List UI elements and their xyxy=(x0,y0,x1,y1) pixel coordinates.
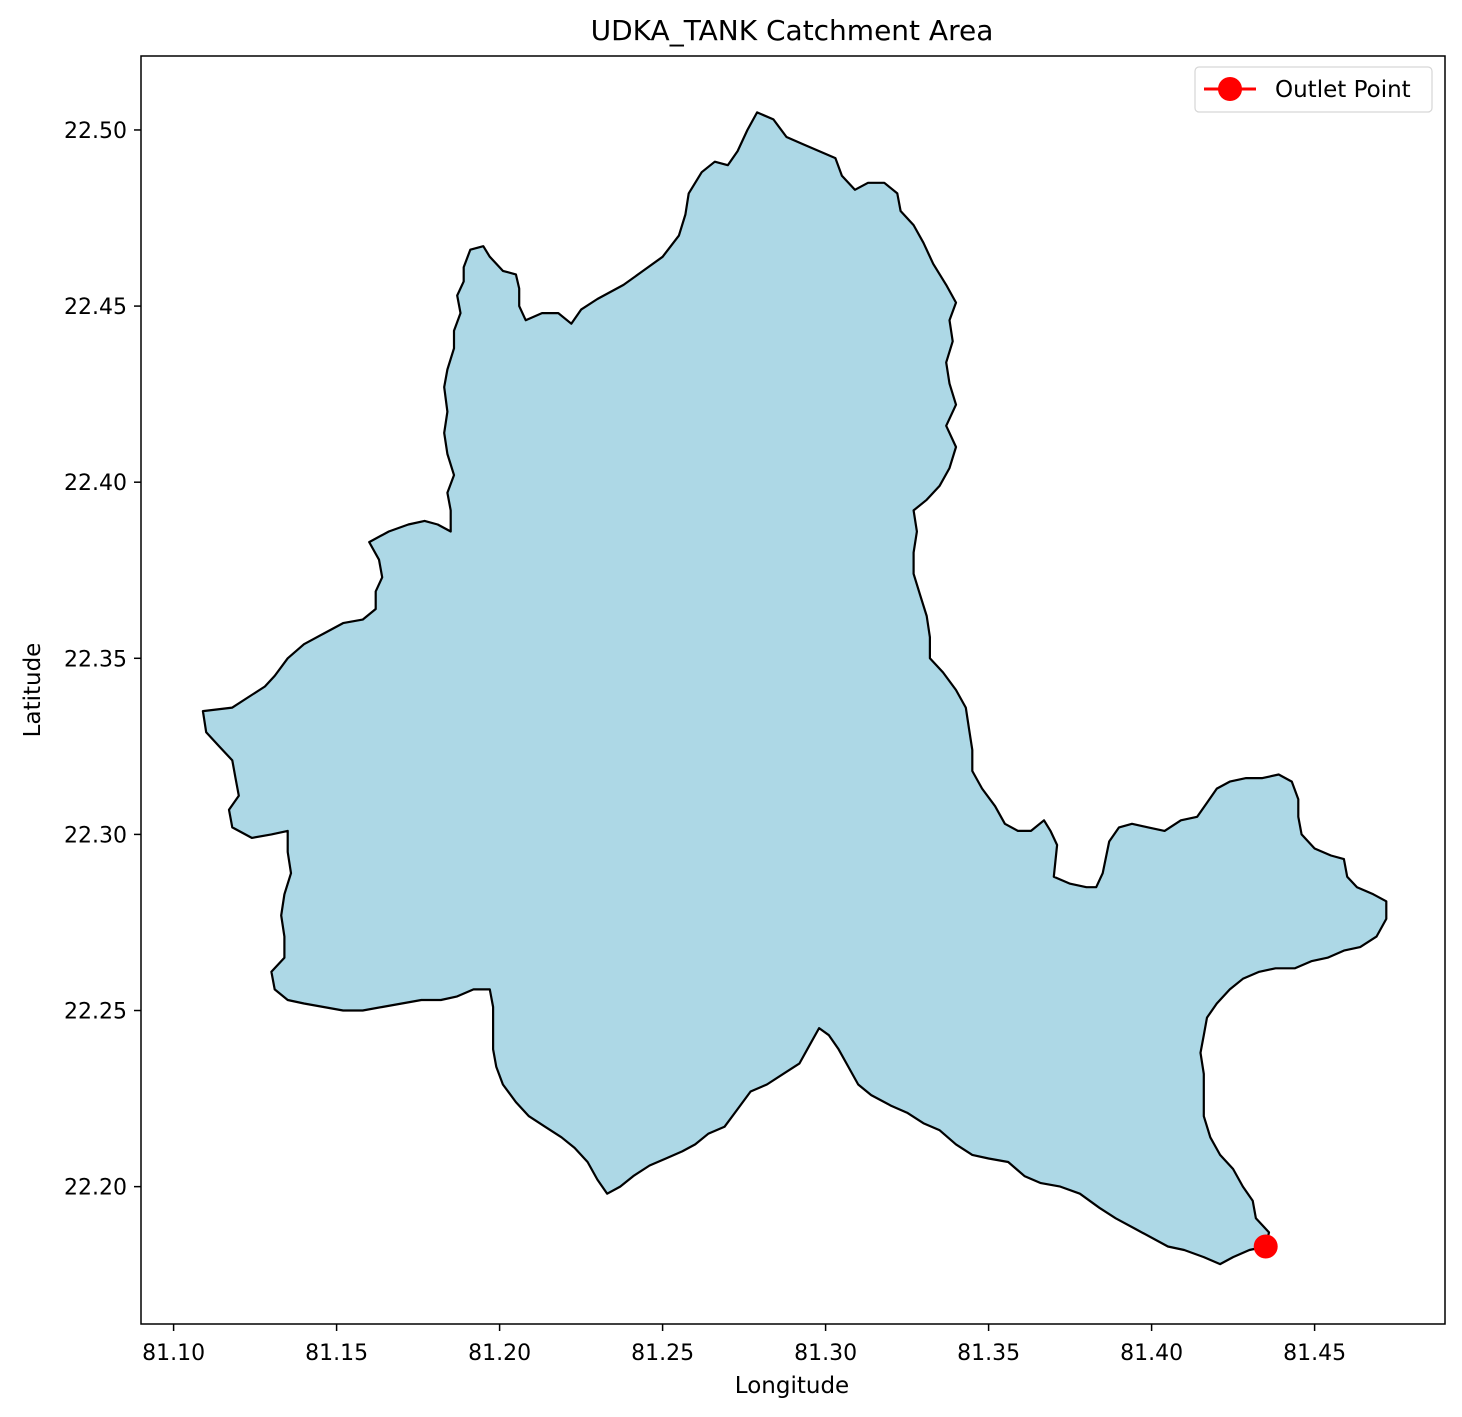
x-axis: 81.10 81.15 81.20 81.25 81.30 81.35 81.40 81.45 xyxy=(142,1324,1346,1366)
x-tick-label: 81.30 xyxy=(794,1341,857,1366)
x-axis-label: Longitude xyxy=(735,1373,849,1399)
x-tick-label: 81.15 xyxy=(305,1341,368,1366)
map-title: UDKA_TANK Catchment Area xyxy=(591,14,994,47)
y-tick-label: 22.45 xyxy=(64,295,127,320)
x-tick-label: 81.45 xyxy=(1283,1341,1346,1366)
legend-marker-icon xyxy=(1218,77,1242,101)
x-tick-label: 81.35 xyxy=(957,1341,1020,1366)
y-axis: 22.20 22.25 22.30 22.35 22.40 22.45 22.50 xyxy=(64,119,141,1201)
catchment-polygon xyxy=(201,111,1388,1266)
x-tick-label: 81.40 xyxy=(1120,1341,1183,1366)
y-tick-label: 22.50 xyxy=(64,119,127,144)
y-axis-label: Latitude xyxy=(20,643,46,738)
y-tick-label: 22.30 xyxy=(64,823,127,848)
legend-box xyxy=(1194,66,1433,113)
x-tick-label: 81.25 xyxy=(631,1341,694,1366)
y-tick-label: 22.20 xyxy=(64,1176,127,1201)
y-tick-label: 22.25 xyxy=(64,1000,127,1025)
legend: Outlet Point xyxy=(1194,66,1433,113)
plot-area xyxy=(201,111,1388,1266)
axes-frame xyxy=(140,55,1446,1325)
legend-label: Outlet Point xyxy=(1275,77,1411,103)
x-tick-label: 81.20 xyxy=(468,1341,531,1366)
outlet-point-marker xyxy=(1253,1234,1278,1259)
x-tick-label: 81.10 xyxy=(142,1341,205,1366)
y-tick-label: 22.40 xyxy=(64,471,127,496)
y-tick-label: 22.35 xyxy=(64,647,127,672)
